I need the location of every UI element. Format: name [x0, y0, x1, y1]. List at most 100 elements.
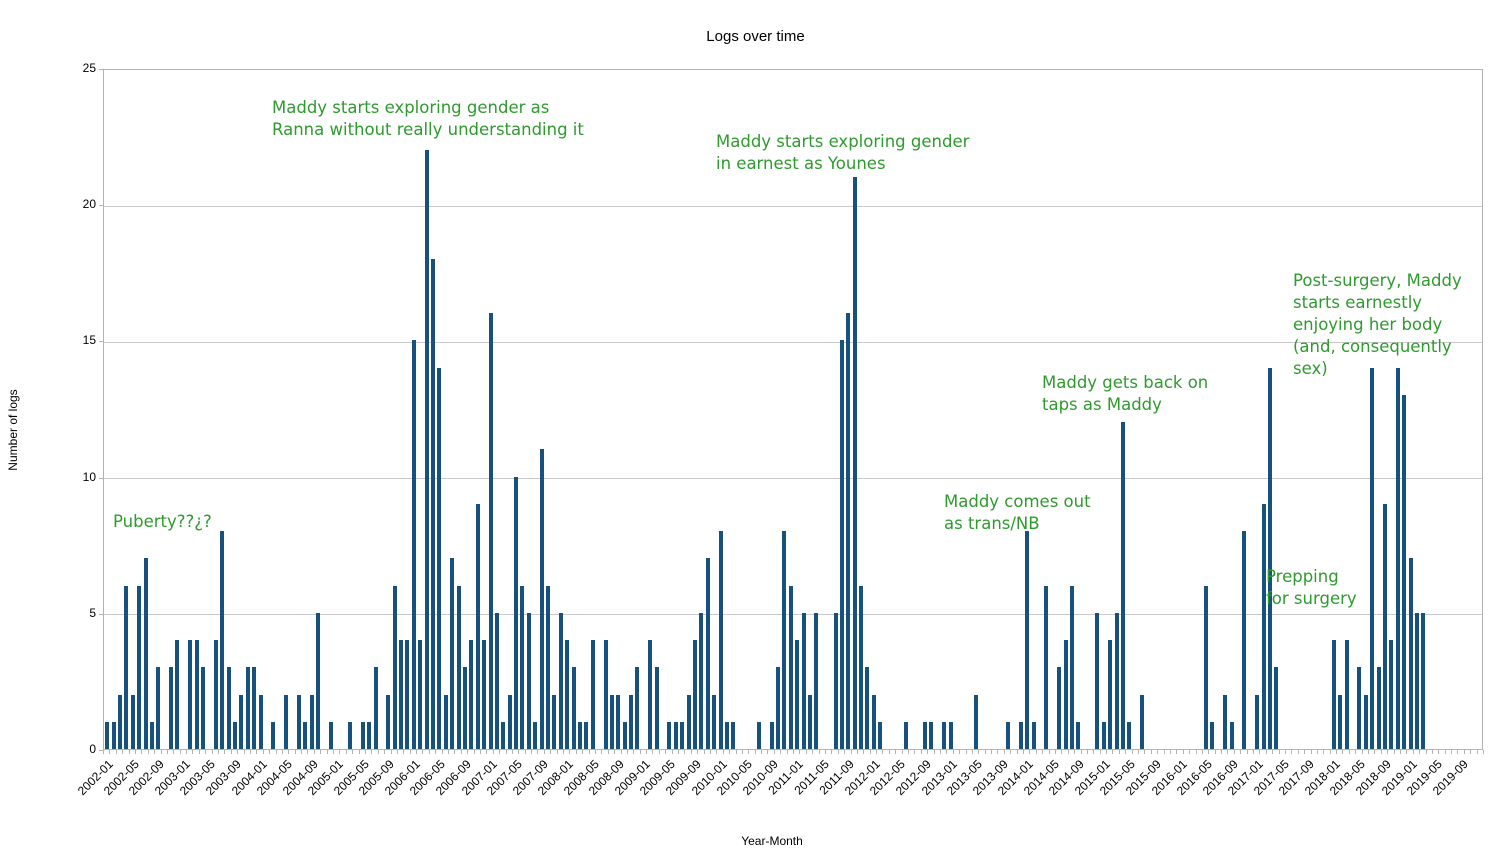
x-tick-mark	[448, 750, 449, 754]
bar	[718, 531, 723, 749]
x-tick-mark	[1438, 750, 1440, 754]
x-tick-mark	[582, 750, 584, 754]
x-tick-mark	[920, 750, 922, 754]
gridline	[104, 341, 1482, 343]
chart-annotation: Maddy starts exploring gender in earnest…	[716, 132, 970, 173]
plot-area	[103, 69, 1483, 750]
bar	[1114, 612, 1119, 749]
bar	[488, 313, 493, 749]
x-tick-mark	[211, 750, 213, 754]
bar	[1421, 612, 1426, 749]
bar	[807, 694, 812, 749]
x-tick-mark	[1150, 750, 1152, 754]
y-axis-tick-label: 20	[82, 197, 96, 212]
bar	[903, 721, 908, 749]
bar	[648, 640, 653, 749]
x-tick-mark	[1399, 750, 1401, 754]
bar	[1025, 531, 1030, 749]
x-tick-mark	[1246, 750, 1248, 754]
x-tick-mark	[882, 750, 884, 754]
bar	[386, 694, 391, 749]
x-tick-mark	[1048, 750, 1050, 754]
x-tick-mark	[716, 750, 718, 754]
bar	[169, 667, 174, 749]
bar	[437, 367, 442, 749]
x-tick-mark	[1138, 750, 1139, 754]
bar	[1229, 721, 1234, 749]
x-tick-mark	[396, 750, 398, 754]
bar	[201, 667, 206, 749]
x-tick-mark	[371, 750, 373, 754]
x-tick-mark	[1189, 750, 1191, 754]
bar	[1108, 640, 1113, 749]
x-tick-mark	[933, 750, 935, 754]
chart-annotation: Post-surgery, Maddy starts earnestly enj…	[1293, 271, 1462, 378]
bar	[424, 149, 429, 749]
x-tick-mark	[467, 750, 469, 754]
bar	[303, 721, 308, 749]
x-tick-mark	[684, 750, 686, 754]
bar	[616, 694, 621, 749]
x-tick-mark	[594, 750, 596, 754]
x-tick-mark	[946, 750, 948, 754]
x-tick-mark	[741, 750, 743, 754]
x-tick-mark	[428, 750, 430, 754]
x-tick-mark	[575, 750, 577, 754]
bar	[482, 640, 487, 749]
x-tick-mark	[1144, 750, 1146, 754]
bar	[1121, 422, 1126, 749]
x-tick-mark	[543, 750, 545, 754]
x-tick-mark	[422, 750, 424, 754]
bar	[629, 694, 634, 749]
x-tick-mark	[1259, 750, 1261, 754]
bar	[475, 503, 480, 749]
bar	[456, 585, 461, 749]
x-tick-mark	[307, 750, 309, 754]
x-tick-mark	[1074, 750, 1076, 754]
x-tick-mark	[230, 750, 232, 754]
x-tick-mark	[914, 750, 916, 754]
x-tick-mark	[1387, 750, 1389, 754]
x-tick-mark	[1208, 750, 1210, 754]
bar	[316, 612, 321, 749]
x-tick-mark	[997, 750, 999, 754]
x-tick-mark	[1201, 750, 1203, 754]
x-tick-mark	[1240, 750, 1242, 754]
x-tick-mark	[166, 750, 168, 754]
bar	[156, 667, 161, 749]
bar	[1389, 640, 1394, 749]
bar	[296, 694, 301, 749]
y-tick-mark	[99, 69, 103, 70]
bar	[194, 640, 199, 749]
bar	[431, 258, 436, 749]
x-tick-mark	[978, 750, 980, 754]
x-tick-mark	[876, 750, 878, 754]
x-tick-mark	[1284, 750, 1286, 754]
bar	[239, 694, 244, 749]
bar	[577, 721, 582, 749]
bar	[411, 340, 416, 749]
x-tick-mark	[1003, 750, 1005, 754]
x-tick-mark	[991, 750, 993, 754]
bar	[1127, 721, 1132, 749]
x-tick-mark	[1214, 750, 1216, 754]
x-tick-mark	[908, 750, 909, 754]
x-tick-mark	[1169, 750, 1171, 754]
x-tick-mark	[511, 750, 513, 754]
x-tick-mark	[1035, 750, 1037, 754]
x-tick-mark	[473, 750, 475, 754]
bar	[1376, 667, 1381, 749]
bar	[520, 585, 525, 749]
x-tick-mark	[1086, 750, 1088, 754]
x-tick-mark	[1195, 750, 1197, 754]
bar	[462, 667, 467, 749]
x-tick-mark	[1042, 750, 1044, 754]
bar	[673, 721, 678, 749]
x-tick-mark	[198, 750, 200, 754]
x-tick-mark	[607, 750, 609, 754]
x-tick-mark	[1393, 750, 1395, 754]
x-tick-mark	[1112, 750, 1114, 754]
x-tick-mark	[1348, 750, 1350, 754]
x-axis-title: Year-Month	[741, 834, 803, 848]
x-tick-mark	[115, 750, 117, 754]
